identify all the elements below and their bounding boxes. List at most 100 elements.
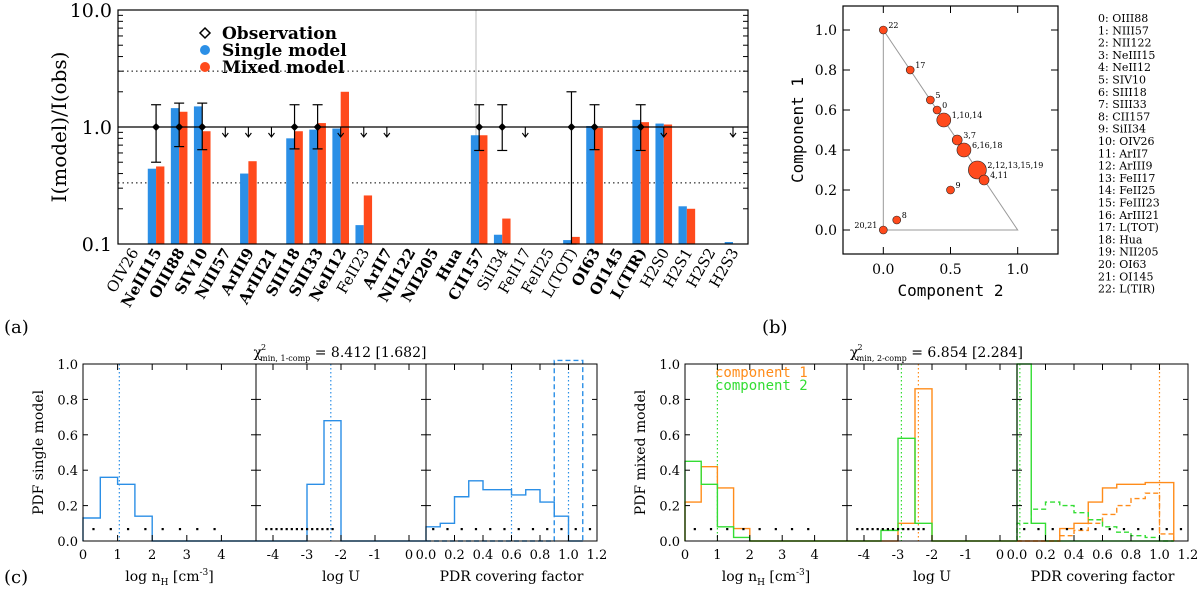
key-entry-22: 22: L(TIR) bbox=[1098, 283, 1155, 296]
title-chi: χ bbox=[850, 345, 859, 361]
y-axis-label: Component 1 bbox=[788, 77, 807, 183]
point-label-1,10,14: 1,10,14 bbox=[952, 111, 983, 120]
grid-point bbox=[1151, 528, 1154, 531]
key-entry-2: 2: NII122 bbox=[1098, 37, 1152, 50]
observation-point-SiII34 bbox=[498, 123, 507, 131]
grid-point bbox=[881, 528, 884, 531]
grid-point bbox=[178, 528, 182, 531]
grid-point bbox=[316, 528, 319, 531]
hist-panel-1-1: -4 -3 -2 -1 0 log U bbox=[846, 363, 1018, 585]
histogram-series-3 bbox=[1016, 501, 1174, 542]
x-tick-label-6: 1.2 bbox=[587, 548, 608, 563]
xlabel-main: log U bbox=[913, 569, 951, 585]
x-axis-label: Component 2 bbox=[898, 281, 1004, 300]
scatter-point-22 bbox=[879, 25, 888, 35]
grid-point bbox=[126, 528, 130, 531]
x-tick-label-2: -2 bbox=[335, 548, 348, 563]
bar-single-CII157 bbox=[470, 135, 480, 244]
hist-ytick-label-2: 0.4 bbox=[659, 464, 680, 479]
grid-point bbox=[432, 528, 435, 531]
grid-point bbox=[917, 528, 920, 531]
grid-point bbox=[693, 528, 696, 531]
histogram-series-0 bbox=[847, 388, 1017, 542]
grid-point bbox=[856, 528, 859, 531]
grid-point bbox=[474, 528, 478, 531]
key-entry-4: 4: NeII12 bbox=[1098, 61, 1151, 74]
grid-point bbox=[742, 528, 745, 531]
hist-ytick-label-1: 0.2 bbox=[57, 500, 78, 515]
hist-ytick-label-2: 0.4 bbox=[57, 464, 78, 479]
bar-mixed-L(TOT) bbox=[571, 236, 580, 244]
observation-point-CII157 bbox=[475, 123, 484, 131]
grid-point bbox=[1065, 528, 1069, 531]
x-tick-label-1: 0.2 bbox=[1035, 548, 1056, 563]
grid-point bbox=[907, 528, 910, 531]
key-entry-16: 16: ArIII21 bbox=[1098, 209, 1159, 222]
grid-point bbox=[1179, 528, 1183, 531]
xlabel-unit: [cm bbox=[765, 569, 796, 585]
key-entry-18: 18: Hua bbox=[1098, 233, 1143, 246]
y-tick-label-3: 0.6 bbox=[815, 103, 837, 119]
grid-point bbox=[92, 528, 95, 531]
histogram-series-0 bbox=[425, 480, 583, 542]
upper-limit-NIII57 bbox=[221, 127, 229, 138]
scatter-point-4,11 bbox=[978, 174, 990, 186]
grid-point bbox=[886, 528, 889, 531]
x-tick-label-0: -4 bbox=[858, 548, 871, 563]
xlabel-sup: -3 bbox=[199, 568, 208, 578]
grid-point bbox=[912, 528, 915, 531]
observation-point-SIII33 bbox=[313, 123, 322, 131]
grid-point bbox=[295, 528, 298, 531]
title-value: = 8.412 [1.682] bbox=[310, 345, 426, 361]
x-tick-label-5: 1.0 bbox=[558, 548, 579, 563]
grid-point bbox=[1108, 528, 1111, 531]
bar-single-SIV10 bbox=[193, 106, 203, 244]
x-tick-label-1: 0.5 bbox=[939, 262, 961, 278]
y-tick-label-1: 1.0 bbox=[82, 117, 112, 139]
hist-ytick-label-4: 0.8 bbox=[57, 393, 78, 408]
key-entry-1: 1: NIII57 bbox=[1098, 24, 1149, 37]
x-tick-label-4: 0.8 bbox=[530, 548, 551, 563]
point-label-9: 9 bbox=[956, 181, 961, 190]
hist-ytick-label-5: 1.0 bbox=[57, 358, 78, 373]
grid-point bbox=[331, 528, 334, 531]
scatter-point-0 bbox=[932, 105, 942, 115]
observation-point-SIV10 bbox=[198, 123, 207, 131]
legend-mixed-label: Mixed model bbox=[222, 58, 345, 78]
legend-observation-label: Observation bbox=[222, 24, 337, 44]
x-tick-label-0: 0 bbox=[79, 548, 87, 563]
grid-point bbox=[1051, 528, 1054, 531]
bar-single-FeII23 bbox=[355, 225, 364, 244]
grid-point bbox=[1094, 528, 1097, 531]
panel-c-label: (c) bbox=[4, 567, 28, 588]
grid-point bbox=[560, 528, 563, 531]
bar-single-ArIII9 bbox=[240, 173, 249, 244]
x-tick-label-3: 0.6 bbox=[501, 548, 522, 563]
grid-point bbox=[270, 528, 273, 531]
upper-limit-ArIII9 bbox=[244, 127, 252, 138]
grid-point bbox=[1080, 528, 1083, 531]
xlabel-main: log n bbox=[722, 569, 757, 585]
bar-mixed-H2S0 bbox=[663, 124, 673, 244]
hist-ytick-label-3: 0.6 bbox=[659, 429, 680, 444]
scatter-point-20,21 bbox=[879, 225, 888, 235]
xlabel-unit: [cm bbox=[168, 569, 199, 585]
observation-point-L(TOT) bbox=[567, 123, 576, 131]
xlabel-sub: H bbox=[757, 578, 765, 588]
bar-mixed-OI63 bbox=[594, 128, 603, 244]
point-label-17: 17 bbox=[915, 61, 925, 70]
bar-single-NeIII15 bbox=[147, 168, 157, 244]
x-tick-label-0: 0.0 bbox=[1007, 548, 1028, 563]
xlabel-sup: -3 bbox=[796, 568, 805, 578]
histogram-series-0 bbox=[684, 465, 847, 542]
x-tick-label-2: 0.4 bbox=[473, 548, 494, 563]
bar-mixed-OIII88 bbox=[179, 111, 188, 244]
key-entry-19: 19: NII205 bbox=[1098, 246, 1159, 259]
grid-point bbox=[275, 528, 278, 531]
x-tick-label-1: 1 bbox=[713, 548, 721, 563]
grid-point bbox=[876, 528, 879, 531]
hist-ylabel-1: PDF mixed model bbox=[633, 389, 649, 515]
